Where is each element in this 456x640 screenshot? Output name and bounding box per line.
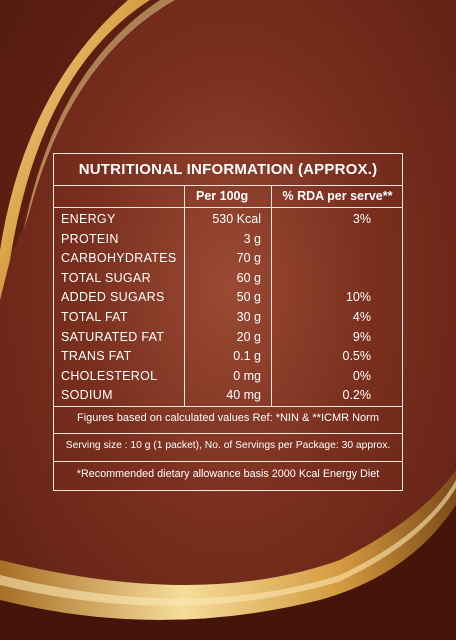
- nutrient-name: TOTAL SUGAR: [61, 270, 151, 285]
- nutrient-quantity: 50 g: [236, 290, 261, 305]
- nutrient-quantity: 20 g: [236, 329, 261, 344]
- column-divider: [184, 186, 185, 406]
- nutrient-rda: 3%: [352, 212, 371, 226]
- nutrient-quantity: 30 g: [236, 310, 261, 324]
- nutrient-rda: 9%: [352, 329, 371, 344]
- nutrient-name: CHOLESTEROL: [61, 368, 158, 383]
- column-divider: [271, 186, 272, 406]
- nutrient-name: ADDED SUGARS: [61, 290, 165, 305]
- nutrient-quantity: 40 mg: [226, 388, 261, 403]
- nutrient-rda: 4%: [352, 310, 371, 324]
- rda-basis-note: *Recommended dietary allowance basis 200…: [76, 468, 380, 480]
- nutrient-rows: ENERGY 530 Kcal 3% PROTEIN 3 g CARBOHYDR…: [54, 208, 402, 406]
- table-row: TRANS FAT 0.1 g 0.5%: [54, 347, 402, 367]
- nutrient-quantity: 60 g: [236, 270, 261, 285]
- nutrient-name: SODIUM: [61, 388, 113, 403]
- nutrient-rda: 0%: [352, 368, 371, 383]
- nutrient-name: SATURATED FAT: [61, 329, 165, 344]
- table-row: CHOLESTEROL 0 mg 0%: [54, 367, 402, 387]
- serving-size-note: Serving size : 10 g (1 packet), No. of S…: [65, 440, 391, 451]
- nutrient-name: TOTAL FAT: [61, 310, 128, 324]
- table-row: ENERGY 530 Kcal 3%: [54, 210, 402, 230]
- nutrient-name: ENERGY: [61, 212, 116, 226]
- table-divider: [54, 461, 402, 462]
- table-title: NUTRITIONAL INFORMATION (APPROX.): [54, 154, 402, 186]
- nutrition-table: NUTRITIONAL INFORMATION (APPROX.) Per 10…: [53, 153, 403, 491]
- table-row: ADDED SUGARS 50 g 10%: [54, 288, 402, 308]
- nutrient-rda: 0.5%: [342, 349, 372, 364]
- table-row: CARBOHYDRATES 70 g: [54, 249, 402, 269]
- nutrient-rda: 0.2%: [342, 388, 372, 403]
- nutrient-quantity: 3 g: [243, 231, 261, 246]
- nutrient-name: PROTEIN: [61, 231, 119, 246]
- table-row: TOTAL FAT 30 g 4%: [54, 308, 402, 328]
- reference-note: Figures based on calculated values Ref: …: [76, 412, 379, 424]
- nutrient-name: TRANS FAT: [61, 349, 132, 364]
- table-row: SATURATED FAT 20 g 9%: [54, 328, 402, 348]
- table-row: SODIUM 40 mg 0.2%: [54, 386, 402, 406]
- header-per-100g: Per 100g: [196, 189, 249, 203]
- table-divider: [54, 433, 402, 434]
- nutrient-quantity: 0 mg: [233, 368, 261, 383]
- nutrient-quantity: 70 g: [236, 251, 261, 266]
- nutrient-name: CARBOHYDRATES: [61, 251, 177, 266]
- table-divider: [54, 406, 402, 407]
- nutrient-quantity: 530 Kcal: [212, 212, 261, 226]
- table-row: TOTAL SUGAR 60 g: [54, 269, 402, 289]
- nutrient-quantity: 0.1 g: [233, 349, 261, 364]
- nutrient-rda: 10%: [345, 290, 371, 305]
- header-rda: % RDA per serve**: [282, 189, 393, 203]
- table-header-row: Per 100g % RDA per serve**: [54, 186, 402, 208]
- table-row: PROTEIN 3 g: [54, 230, 402, 250]
